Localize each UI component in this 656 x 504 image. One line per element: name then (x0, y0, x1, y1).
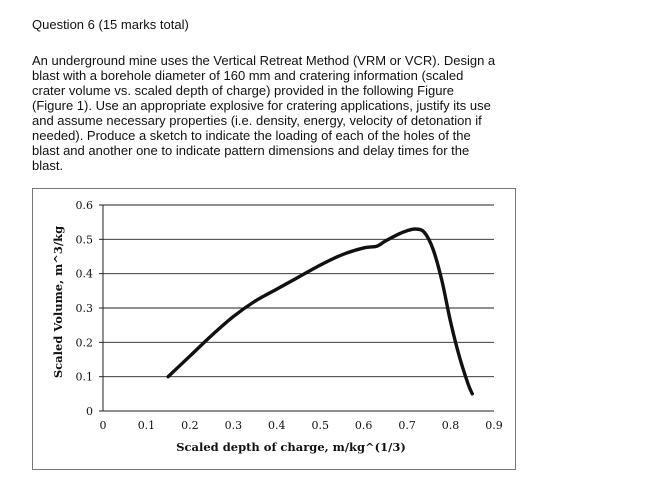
question-body-line: blast. (32, 158, 64, 173)
x-tick-label: 0 (100, 419, 107, 432)
x-tick-label: 0.6 (355, 419, 373, 432)
x-tick-label: 0.4 (268, 419, 286, 432)
question-body-line: needed). Produce a sketch to indicate th… (32, 128, 471, 143)
x-tick-label: 0.5 (311, 419, 329, 432)
question-body-line: crater volume vs. scaled depth of charge… (32, 83, 454, 98)
question-body-line: An underground mine uses the Vertical Re… (32, 53, 496, 68)
question-body-line: (Figure 1). Use an appropriate explosive… (32, 98, 491, 113)
x-axis-title: Scaled depth of charge, m/kg^(1/3) (176, 440, 406, 454)
question-title: Question 6 (15 marks total) (32, 17, 189, 32)
y-tick-label: 0.1 (76, 371, 94, 384)
figure-frame: 0 0.1 0.2 0.3 0.4 0.5 0.6 0 0.1 0.2 0.3 0.4 0.5 0.6 0.… (32, 188, 516, 470)
line-chart: 0 0.1 0.2 0.3 0.4 0.5 0.6 0 0.1 0.2 0.3 0.4 0.5 0.6 0.… (51, 199, 503, 454)
y-tick-label: 0.2 (76, 336, 94, 349)
y-tick-label: 0.4 (76, 268, 94, 281)
x-tick-label: 0.3 (225, 419, 243, 432)
x-tick-label: 0.2 (181, 419, 199, 432)
question-body: An underground mine uses the Vertical Re… (32, 53, 632, 173)
y-tick-label: 0 (86, 405, 93, 418)
y-tick-label: 0.5 (76, 233, 94, 246)
tick-labels: 0 0.1 0.2 0.3 0.4 0.5 0.6 0 0.1 0.2 0.3 0.4 0.5 0.6 0.… (76, 199, 503, 432)
x-tick-label: 0.8 (442, 419, 460, 432)
gridlines (103, 204, 494, 378)
question-body-line: blast with a borehole diameter of 160 mm… (32, 68, 464, 83)
x-tick-label: 0.1 (138, 419, 156, 432)
series-line (166, 227, 474, 396)
x-tick-label: 0.9 (485, 419, 503, 432)
y-tick-label: 0.3 (76, 302, 94, 315)
series-layer (166, 227, 474, 396)
y-tick-label: 0.6 (76, 199, 94, 212)
question-body-line: blast and another one to indicate patter… (32, 143, 470, 158)
y-axis-title: Scaled Volume, m^3/kg (51, 226, 65, 378)
question-body-line: and assume necessary properties (i.e. de… (32, 113, 482, 128)
x-tick-label: 0.7 (398, 419, 416, 432)
axes (99, 204, 494, 412)
